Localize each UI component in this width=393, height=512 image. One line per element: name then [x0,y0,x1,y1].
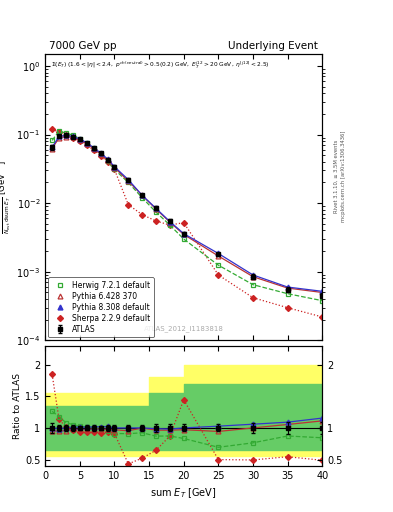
Sherpa 2.2.9 default [64,132,68,138]
Sherpa 2.2.9 default [216,272,221,278]
Pythia 6.428 370 [105,157,110,163]
Text: Underlying Event: Underlying Event [228,41,318,51]
Line: Pythia 6.428 370: Pythia 6.428 370 [50,134,325,295]
Text: 7000 GeV pp: 7000 GeV pp [49,41,117,51]
Pythia 8.308 default [64,132,68,138]
Sherpa 2.2.9 default [98,153,103,159]
Herwig 7.2.1 default [285,291,290,297]
Y-axis label: $\frac{1}{N_\mathrm{evt}}\frac{\mathrm{d}N_\mathrm{evt}}{\mathrm{dsum}\,E_T}\ [\: $\frac{1}{N_\mathrm{evt}}\frac{\mathrm{d… [0,160,13,234]
Pythia 8.308 default [57,133,61,139]
Text: ATLAS_2012_I1183818: ATLAS_2012_I1183818 [144,325,224,332]
Herwig 7.2.1 default [98,151,103,157]
Sherpa 2.2.9 default [167,222,172,228]
Herwig 7.2.1 default [216,262,221,268]
Sherpa 2.2.9 default [112,166,117,173]
Sherpa 2.2.9 default [50,126,55,132]
Pythia 6.428 370 [251,273,255,280]
Pythia 6.428 370 [91,146,96,152]
Herwig 7.2.1 default [112,166,117,173]
Herwig 7.2.1 default [154,209,158,215]
X-axis label: sum $E_T$ [GeV]: sum $E_T$ [GeV] [151,486,217,500]
Sherpa 2.2.9 default [140,211,145,218]
Pythia 6.428 370 [64,134,68,140]
Line: Pythia 8.308 default: Pythia 8.308 default [50,133,325,294]
Herwig 7.2.1 default [50,137,55,143]
Herwig 7.2.1 default [140,195,145,201]
Herwig 7.2.1 default [251,282,255,288]
Pythia 8.308 default [98,150,103,156]
Pythia 8.308 default [251,272,255,278]
Pythia 8.308 default [71,133,75,139]
Pythia 6.428 370 [154,206,158,212]
Text: $\Sigma(E_T)\ (1.6<|\eta|<2.4,\ p^{ch(neutral)}>0.5(0.2)\ \mathrm{GeV},\ E_T^{j1: $\Sigma(E_T)\ (1.6<|\eta|<2.4,\ p^{ch(ne… [51,59,269,71]
Sherpa 2.2.9 default [182,220,186,226]
Pythia 8.308 default [126,177,131,183]
Herwig 7.2.1 default [64,130,68,136]
Pythia 6.428 370 [50,146,55,152]
Pythia 8.308 default [182,230,186,237]
Pythia 6.428 370 [98,151,103,157]
Pythia 6.428 370 [77,137,82,143]
Herwig 7.2.1 default [320,297,325,304]
Pythia 6.428 370 [320,289,325,295]
Pythia 6.428 370 [216,253,221,259]
Sherpa 2.2.9 default [91,147,96,153]
Pythia 6.428 370 [84,141,89,147]
Pythia 8.308 default [140,193,145,199]
Pythia 8.308 default [320,288,325,294]
Sherpa 2.2.9 default [154,218,158,224]
Pythia 8.308 default [216,250,221,257]
Sherpa 2.2.9 default [57,129,61,135]
Pythia 8.308 default [167,219,172,225]
Herwig 7.2.1 default [167,222,172,228]
Herwig 7.2.1 default [105,158,110,164]
Herwig 7.2.1 default [71,132,75,138]
Herwig 7.2.1 default [182,236,186,242]
Herwig 7.2.1 default [57,128,61,134]
Herwig 7.2.1 default [91,145,96,152]
Line: Sherpa 2.2.9 default: Sherpa 2.2.9 default [50,127,324,319]
Pythia 6.428 370 [140,193,145,199]
Pythia 6.428 370 [112,164,117,170]
Sherpa 2.2.9 default [320,314,325,320]
Pythia 8.308 default [105,156,110,162]
Herwig 7.2.1 default [77,136,82,142]
Pythia 8.308 default [84,140,89,146]
Herwig 7.2.1 default [84,140,89,146]
Sherpa 2.2.9 default [285,305,290,311]
Pythia 6.428 370 [167,219,172,225]
Sherpa 2.2.9 default [77,138,82,144]
Sherpa 2.2.9 default [126,202,131,208]
Pythia 6.428 370 [71,134,75,140]
Sherpa 2.2.9 default [251,294,255,301]
Sherpa 2.2.9 default [71,135,75,141]
Pythia 8.308 default [91,145,96,151]
Pythia 6.428 370 [126,178,131,184]
Pythia 6.428 370 [285,285,290,291]
Y-axis label: Ratio to ATLAS: Ratio to ATLAS [13,373,22,439]
Pythia 8.308 default [285,284,290,290]
Pythia 8.308 default [112,164,117,170]
Text: mcplots.cern.ch [arXiv:1306.3436]: mcplots.cern.ch [arXiv:1306.3436] [342,131,346,222]
Pythia 8.308 default [77,136,82,142]
Pythia 6.428 370 [182,231,186,238]
Pythia 6.428 370 [57,135,61,141]
Sherpa 2.2.9 default [84,142,89,148]
Herwig 7.2.1 default [126,179,131,185]
Pythia 8.308 default [50,144,55,151]
Pythia 8.308 default [154,205,158,211]
Text: Rivet 3.1.10, ≥ 3.5M events: Rivet 3.1.10, ≥ 3.5M events [334,140,338,214]
Line: Herwig 7.2.1 default: Herwig 7.2.1 default [50,129,325,303]
Sherpa 2.2.9 default [105,159,110,165]
Legend: Herwig 7.2.1 default, Pythia 6.428 370, Pythia 8.308 default, Sherpa 2.2.9 defau: Herwig 7.2.1 default, Pythia 6.428 370, … [48,277,154,337]
